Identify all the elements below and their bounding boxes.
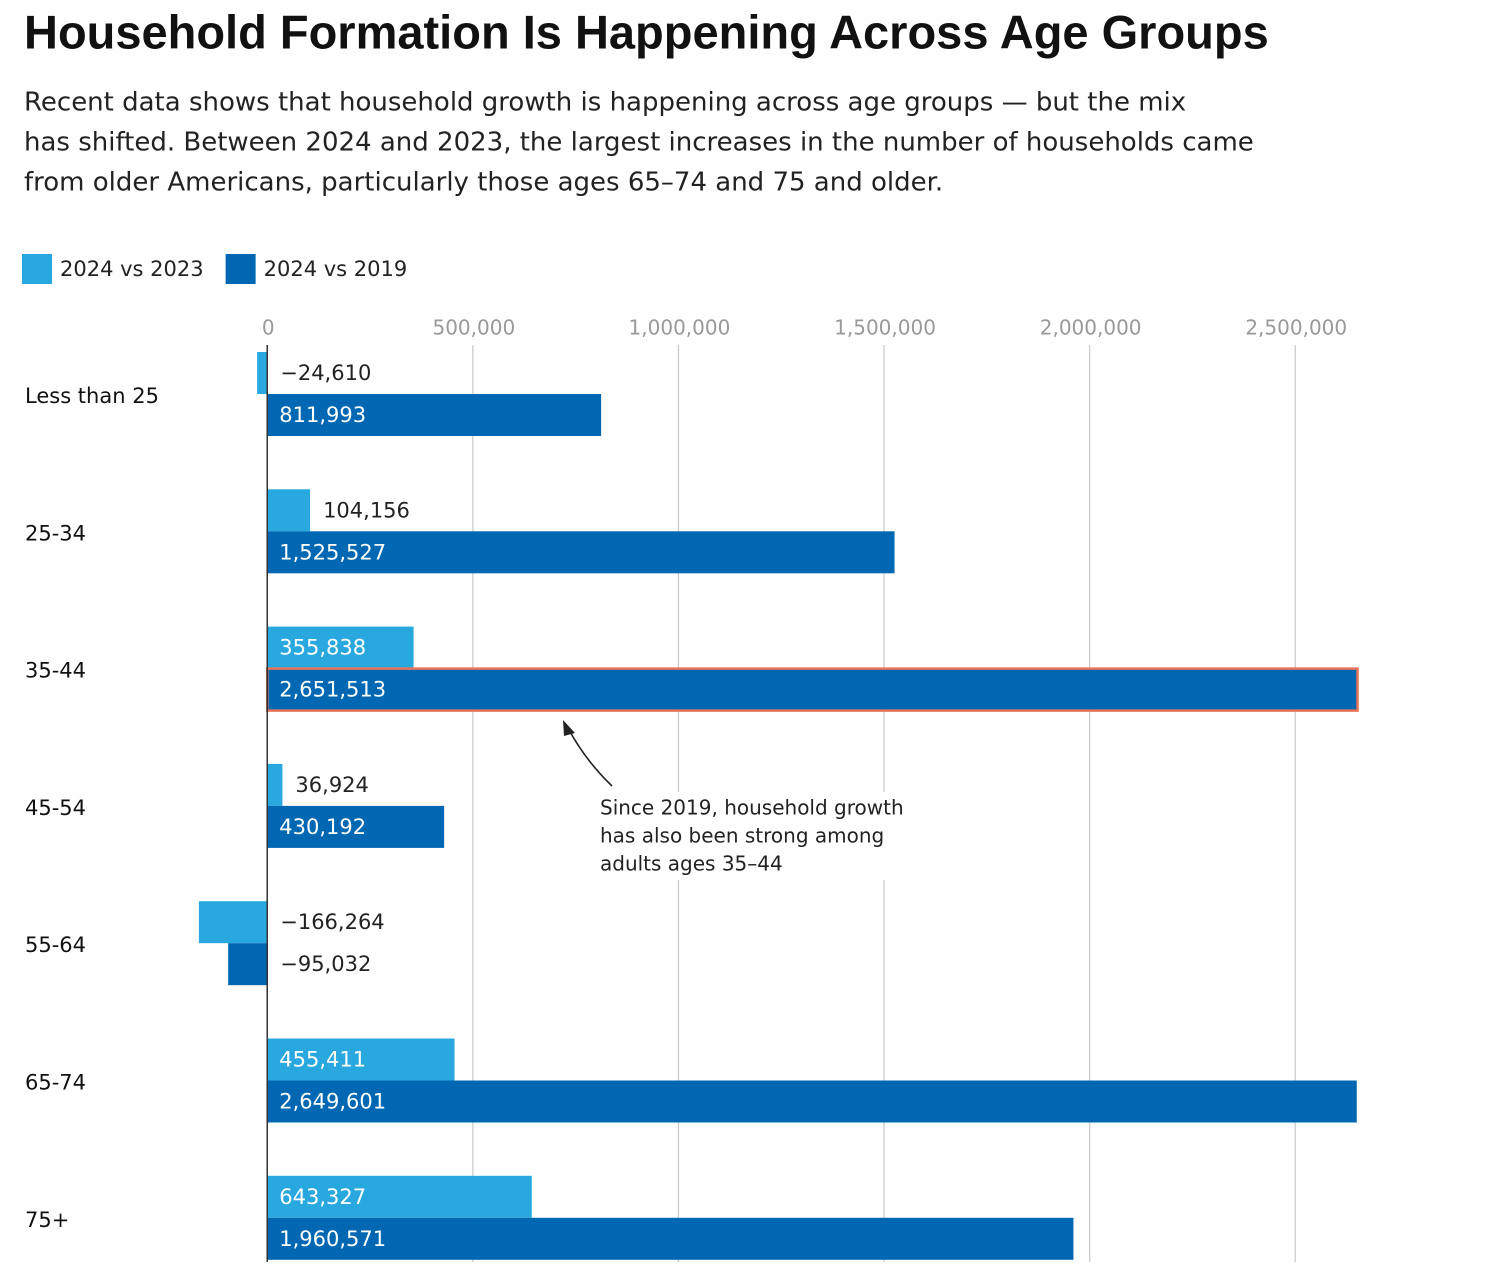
value-label: 36,924 bbox=[295, 773, 368, 797]
value-label: 1,525,527 bbox=[279, 540, 386, 564]
legend-swatch bbox=[22, 254, 52, 284]
value-label: −95,032 bbox=[280, 952, 371, 976]
value-label: 643,327 bbox=[279, 1185, 366, 1209]
subtitle-line: has shifted. Between 2024 and 2023, the … bbox=[24, 128, 1254, 158]
bar bbox=[198, 901, 268, 944]
bar bbox=[267, 1217, 1074, 1260]
value-label: 2,649,601 bbox=[279, 1090, 386, 1114]
bars: −24,610 811,993 104,156 1,525,527 355,838 2,6… bbox=[198, 352, 1359, 1260]
category-label: 25-34 bbox=[25, 521, 86, 545]
category-label: 35-44 bbox=[25, 659, 86, 683]
bar bbox=[267, 489, 311, 532]
x-tick-label: 1,000,000 bbox=[629, 316, 731, 340]
value-label: 430,192 bbox=[279, 815, 366, 839]
chart-title: Household Formation Is Happening Across … bbox=[24, 5, 1269, 58]
value-label: 104,156 bbox=[323, 498, 410, 522]
bar bbox=[267, 1080, 1357, 1123]
bar bbox=[267, 763, 283, 806]
bar bbox=[257, 352, 268, 394]
bar bbox=[267, 531, 895, 574]
category-label: 45-54 bbox=[25, 796, 86, 820]
annotation: Since 2019, household growth has also bee… bbox=[563, 720, 922, 880]
bar bbox=[267, 394, 602, 436]
x-tick-label: 2,000,000 bbox=[1040, 316, 1142, 340]
legend-label: 2024 vs 2019 bbox=[264, 257, 408, 281]
legend-label: 2024 vs 2023 bbox=[60, 257, 204, 281]
category-label: 75+ bbox=[25, 1208, 69, 1232]
annotation-line: adults ages 35–44 bbox=[600, 852, 783, 876]
category-label: 65-74 bbox=[25, 1071, 86, 1095]
value-label: 355,838 bbox=[279, 636, 366, 660]
annotation-arrow bbox=[567, 727, 613, 787]
bar bbox=[267, 626, 414, 669]
value-label: 455,411 bbox=[279, 1048, 366, 1072]
category-label: 55-64 bbox=[25, 933, 86, 957]
value-label: −166,264 bbox=[280, 910, 384, 934]
annotation-arrowhead bbox=[563, 720, 575, 736]
bar bbox=[228, 943, 268, 986]
bar bbox=[267, 805, 445, 848]
x-tick-label: 500,000 bbox=[432, 316, 515, 340]
x-tick-label: 1,500,000 bbox=[834, 316, 936, 340]
subtitle-line: Recent data shows that household growth … bbox=[24, 88, 1186, 118]
bar bbox=[267, 1038, 455, 1081]
legend-swatch bbox=[225, 254, 256, 284]
value-label: −24,610 bbox=[280, 361, 371, 385]
annotation-line: Since 2019, household growth bbox=[600, 796, 904, 820]
x-tick-label: 0 bbox=[262, 316, 275, 340]
annotation-background bbox=[592, 792, 922, 880]
annotation-line: has also been strong among bbox=[600, 824, 884, 848]
value-label: 2,651,513 bbox=[279, 678, 386, 702]
value-label: 1,960,571 bbox=[279, 1227, 386, 1251]
category-label: Less than 25 bbox=[25, 384, 159, 408]
bar bbox=[267, 1175, 532, 1218]
subtitle-line: from older Americans, particularly those… bbox=[24, 168, 943, 198]
value-label: 811,993 bbox=[279, 403, 366, 427]
bar bbox=[265, 667, 1359, 712]
x-tick-label: 2,500,000 bbox=[1245, 316, 1347, 340]
